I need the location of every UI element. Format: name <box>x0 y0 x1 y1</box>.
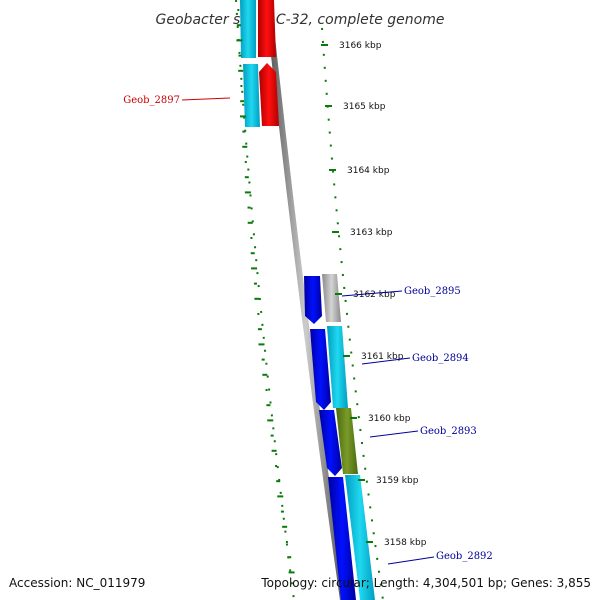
gc-skew-track <box>236 9 295 574</box>
callout-line-geob-2895 <box>341 290 403 297</box>
gene-label-geob-2893[interactable]: Geob_2893 <box>420 426 477 437</box>
cyan-feature-top[interactable] <box>240 0 256 58</box>
gene-label-geob-2894[interactable]: Geob_2894 <box>412 353 469 364</box>
tick-label: 3160 kbp <box>368 414 411 424</box>
kbp-ticks: 3166 kbp 3165 kbp 3164 kbp 3163 kbp 3162 kbp… <box>321 41 427 548</box>
cds-red-top[interactable] <box>258 0 276 57</box>
grey-feature[interactable] <box>322 274 341 322</box>
cyan-track-top <box>240 0 260 127</box>
gene-label-geob-2897[interactable]: Geob_2897 <box>123 95 180 106</box>
tick-label: 3163 kbp <box>350 228 393 238</box>
cyan-feature-geob-2897[interactable] <box>243 64 260 127</box>
tick-label: 3166 kbp <box>339 41 382 51</box>
cds-blue-geob-2892[interactable] <box>328 477 356 600</box>
gene-label-geob-2892[interactable]: Geob_2892 <box>436 551 493 562</box>
cds-blue-geob-2893[interactable] <box>319 410 342 476</box>
callout-line-geob-2892 <box>387 556 435 565</box>
callout-line-geob-2893 <box>369 430 419 438</box>
tick-label: 3164 kbp <box>347 166 390 176</box>
reverse-cds-group <box>304 276 356 600</box>
tick-label: 3158 kbp <box>384 538 427 548</box>
olive-feature-geob-2893[interactable] <box>336 408 358 474</box>
tick-label: 3165 kbp <box>343 102 386 112</box>
callout-line-geob-2894 <box>361 357 411 365</box>
backbone-ring <box>265 0 346 600</box>
tick-label: 3162 kbp <box>353 290 396 300</box>
cyan-feature-geob-2892[interactable] <box>345 475 375 600</box>
forward-cds-group <box>258 0 279 126</box>
gene-callouts: Geob_2897 Geob_2895 Geob_2894 Geob_2893 … <box>123 95 493 565</box>
cds-red-geob-2897[interactable] <box>259 63 279 126</box>
genome-title: Geobacter sp. FRC-32, complete genome <box>156 12 445 28</box>
tick-label: 3161 kbp <box>361 352 404 362</box>
feature-track-lower <box>322 274 375 600</box>
cds-blue-geob-2895[interactable] <box>304 276 322 324</box>
cds-blue-geob-2894[interactable] <box>310 329 331 410</box>
callout-line-geob-2897 <box>181 97 231 101</box>
tick-label: 3159 kbp <box>376 476 419 486</box>
inner-dotted-arc <box>235 0 295 600</box>
cyan-feature-geob-2894[interactable] <box>327 326 348 408</box>
gene-label-geob-2895[interactable]: Geob_2895 <box>404 286 461 297</box>
accession-label: Accession: NC_011979 <box>9 576 146 590</box>
genome-summary: Topology: circular; Length: 4,304,501 bp… <box>261 576 591 590</box>
